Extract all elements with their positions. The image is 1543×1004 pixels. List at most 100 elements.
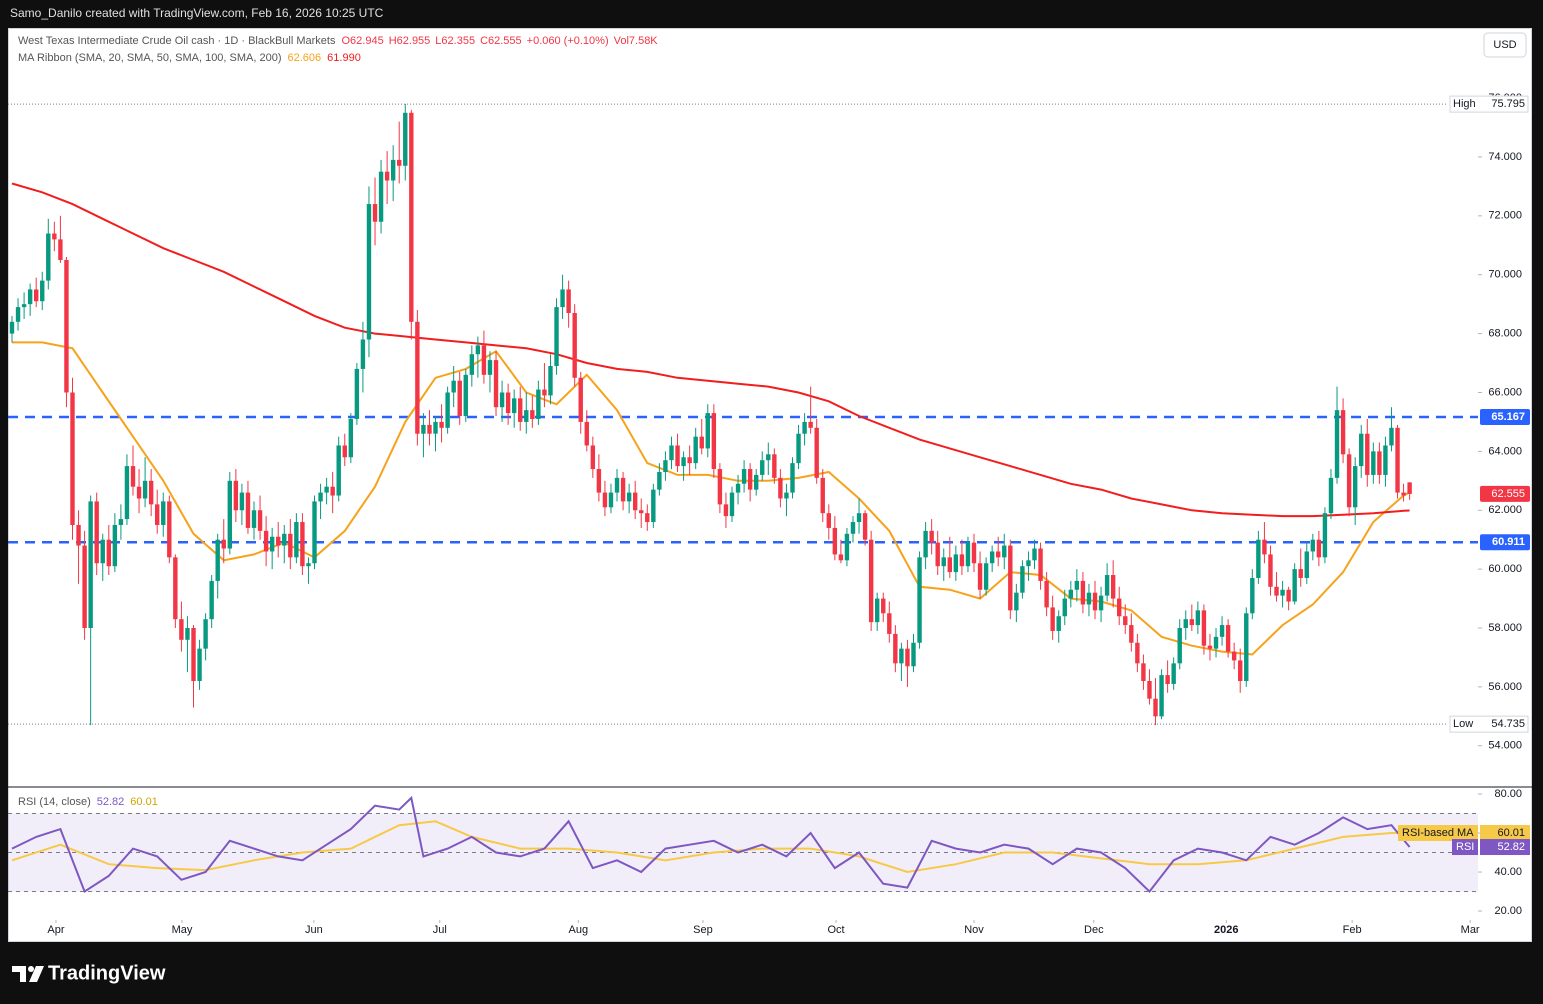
candle-body — [548, 365, 553, 396]
candle-body — [94, 501, 99, 564]
candle-body — [554, 307, 559, 366]
candle-body — [560, 289, 565, 308]
candle-body — [312, 501, 317, 564]
candle-body — [1316, 539, 1322, 558]
candle-body — [983, 563, 989, 590]
candle-body — [1383, 445, 1388, 475]
line — [11, 795, 1411, 894]
extreme-value: 75.795 — [1491, 98, 1525, 110]
brand: TradingView — [48, 962, 166, 984]
candle-body — [790, 463, 795, 493]
candle-body — [505, 392, 511, 414]
x-tick-label: 2026 — [1214, 924, 1238, 936]
line — [11, 820, 1410, 874]
candle-body — [1322, 513, 1328, 558]
candle-body — [1141, 663, 1146, 682]
low: L62.355 — [435, 35, 475, 47]
candle-body — [76, 524, 81, 546]
candle-body — [1104, 575, 1110, 596]
candle-body — [923, 530, 928, 558]
candle-body — [1092, 592, 1098, 611]
candle-body — [862, 513, 868, 540]
rsi-value: 52.82 — [1497, 841, 1525, 853]
candle-body — [959, 554, 965, 567]
candle-body — [530, 410, 535, 419]
candle-body — [524, 410, 529, 422]
symbol: West Texas Intermediate Crude Oil cash ·… — [18, 35, 336, 47]
candle-body — [360, 339, 366, 369]
candle-body — [1080, 580, 1086, 605]
candle-body — [1395, 427, 1400, 493]
high: H62.955 — [389, 35, 431, 47]
rsi-title: RSI (14, close) — [18, 796, 91, 808]
candle-body — [778, 477, 783, 499]
candle-body — [766, 454, 771, 461]
volume: Vol7.58K — [614, 35, 659, 47]
candle-body — [850, 522, 856, 534]
candle-body — [1268, 554, 1273, 587]
candle-body — [796, 433, 801, 464]
ma-value: 62.606 — [288, 52, 322, 64]
candle-body — [227, 480, 233, 549]
candle-body — [269, 536, 275, 552]
candle-body — [1256, 539, 1261, 578]
candle-body — [197, 648, 202, 682]
candle-body — [245, 492, 251, 528]
rsi-name-box — [1452, 839, 1478, 856]
candle-body — [578, 377, 583, 422]
candle-body — [427, 424, 432, 434]
candle-body — [1298, 569, 1303, 578]
open: O62.945 — [342, 35, 384, 47]
y-tick-label: 62.000 — [1488, 504, 1522, 516]
candle-body — [935, 542, 940, 567]
candle-body — [52, 233, 57, 240]
y-tick-label: 70.000 — [1488, 269, 1522, 281]
candle-body — [1195, 610, 1201, 626]
candle-body — [100, 539, 105, 564]
candle-body — [645, 513, 650, 523]
candle-body — [1365, 433, 1370, 475]
candle-body — [191, 628, 196, 682]
last-price-box — [1480, 485, 1530, 502]
candle-body — [681, 457, 686, 467]
candle-body — [294, 522, 299, 558]
x-tick-label: Sep — [693, 924, 713, 936]
candle-body — [179, 619, 184, 640]
candle-body — [493, 360, 499, 408]
candle-body — [1177, 628, 1182, 664]
candle-body — [596, 469, 602, 493]
candle-body — [397, 159, 402, 166]
candle-body — [451, 380, 456, 393]
candle-body — [263, 530, 269, 552]
candle-body — [941, 557, 946, 567]
close: C62.555 — [480, 35, 522, 47]
rsi-ma-value: 60.01 — [130, 796, 158, 808]
candle-body — [1074, 580, 1080, 590]
symbol-legend: West Texas Intermediate Crude Oil cash ·… — [18, 35, 658, 47]
y-tick-label: 66.000 — [1488, 386, 1522, 398]
candle-body — [215, 539, 220, 581]
candle-body — [1020, 566, 1025, 593]
candle-body — [905, 648, 910, 667]
candle-body — [1123, 616, 1128, 626]
x-tick-label: Nov — [964, 924, 984, 936]
candle-body — [70, 392, 75, 525]
rsi-legend: RSI (14, close) 52.82 60.01 — [18, 796, 158, 808]
candle-body — [723, 504, 729, 517]
candle-body — [1346, 454, 1352, 508]
currency-button[interactable] — [1483, 32, 1527, 58]
candle-body — [209, 580, 214, 620]
candle-body — [88, 501, 93, 629]
x-tick-label: Mar — [1461, 924, 1480, 936]
candle-body — [403, 112, 408, 166]
candle-body — [276, 536, 281, 546]
candle-body — [614, 477, 620, 493]
x-tick-label: Aug — [569, 924, 589, 936]
candle-body — [366, 204, 372, 340]
candle-body — [989, 551, 995, 564]
currency[interactable]: USD — [1493, 39, 1516, 51]
candle-body — [953, 554, 959, 573]
candle-body — [741, 469, 747, 484]
candle-body — [626, 492, 632, 502]
